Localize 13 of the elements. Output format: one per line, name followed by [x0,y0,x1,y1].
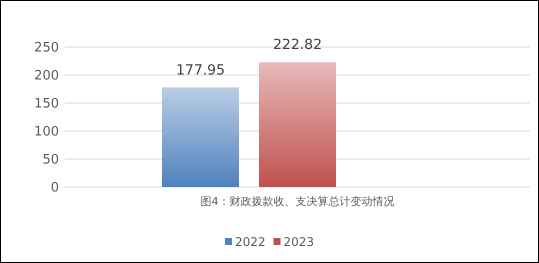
legend-label: 2022 [234,235,266,249]
bar [259,62,336,187]
x-tick-label: 图4：财政拨款收、支决算总计变动情况 [200,195,394,208]
y-tick-label: 150 [34,96,59,112]
data-label: 177.95 [176,62,225,78]
y-tick-label: 50 [42,152,59,168]
bar [162,87,239,187]
y-tick-label: 250 [34,40,59,56]
legend-label: 2023 [284,235,314,249]
data-label: 222.82 [273,37,322,54]
y-tick-label: 0 [50,180,59,196]
y-tick-label: 100 [34,124,59,140]
y-tick-label: 200 [34,68,59,84]
